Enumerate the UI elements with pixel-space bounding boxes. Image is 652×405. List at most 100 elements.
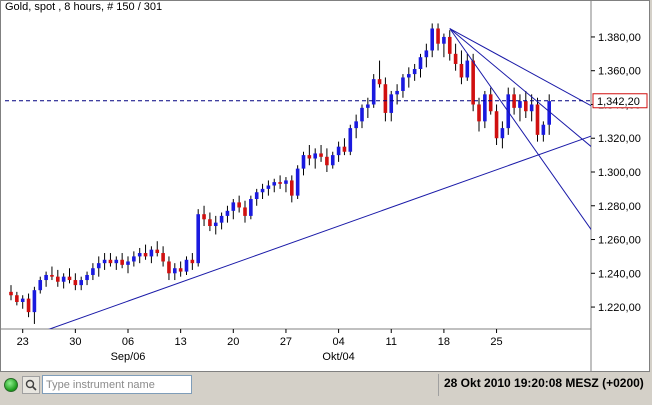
status-bar: 28 Okt 2010 19:20:08 MESZ (+0200): [0, 372, 652, 405]
candle-up: [114, 259, 119, 264]
candle-up: [173, 268, 177, 274]
candle-down: [524, 101, 528, 112]
candle-down: [73, 280, 78, 286]
candle-up: [284, 180, 288, 184]
candle-down: [307, 155, 312, 159]
candle-down: [178, 268, 183, 272]
candle-up: [401, 77, 405, 91]
trendline[interactable]: [40, 128, 613, 332]
x-tick-label: 13: [175, 336, 187, 348]
x-tick-label: 06: [122, 336, 134, 348]
candle-down: [202, 214, 206, 220]
candle-up: [231, 202, 236, 211]
candle-up: [301, 155, 306, 169]
y-tick-label: 1.220,00: [598, 302, 641, 314]
candle-up: [38, 280, 43, 291]
candle-down: [67, 276, 72, 281]
candle-up: [430, 28, 434, 51]
candle-down: [56, 276, 60, 282]
instrument-search-input[interactable]: [42, 375, 192, 394]
candle-up: [541, 124, 546, 135]
candle-down: [143, 253, 148, 257]
current-price-badge: [592, 93, 648, 109]
candle-up: [518, 101, 522, 108]
y-tick-label: 1.280,00: [598, 201, 641, 213]
candle-down: [494, 111, 499, 139]
candle-up: [225, 210, 230, 216]
candle-up: [249, 199, 253, 216]
candle-up: [137, 253, 142, 257]
candle-up: [354, 121, 358, 129]
candle-up: [184, 259, 189, 272]
candle-down: [459, 63, 464, 78]
candle-down: [167, 261, 171, 274]
candle-up: [336, 146, 341, 156]
candle-up: [149, 249, 154, 257]
trendline[interactable]: [449, 28, 614, 262]
candle-down: [512, 94, 516, 108]
candle-down: [453, 53, 458, 64]
candle-down: [120, 259, 124, 265]
candle-down: [290, 180, 294, 196]
x-tick-label: 23: [17, 336, 29, 348]
candle-up: [196, 214, 200, 264]
candle-up: [91, 268, 95, 275]
candle-down: [471, 60, 475, 105]
candle-down: [319, 153, 323, 157]
candle-up: [395, 90, 399, 95]
candle-up: [126, 261, 130, 265]
candle-up: [20, 298, 25, 302]
candle-up: [79, 280, 83, 286]
candle-down: [535, 104, 540, 135]
candle-down: [436, 28, 440, 44]
candle-down: [325, 156, 329, 166]
trendline[interactable]: [449, 28, 614, 166]
candle-down: [383, 84, 388, 113]
price-chart[interactable]: 1.220,00 1.240,00 1.260,00 1.280,00 1.300,00…: [1, 1, 651, 373]
y-tick-label: 1.240,00: [598, 268, 641, 280]
candle-up: [44, 274, 48, 281]
candle-up: [547, 101, 551, 125]
candle-up: [424, 50, 429, 58]
candle-down: [342, 146, 347, 152]
candles-group: [9, 23, 614, 332]
candle-up: [442, 36, 446, 44]
candle-up: [272, 182, 277, 186]
candle-up: [407, 74, 411, 78]
candle-up: [213, 222, 218, 227]
candle-up: [500, 128, 505, 139]
status-separator: [438, 374, 439, 396]
x-tick-label: 20: [227, 336, 239, 348]
candle-up: [132, 256, 136, 262]
current-price-label: 1,342,20: [597, 96, 640, 108]
chart-title: Gold, spot , 8 hours, # 150 / 301: [5, 1, 163, 13]
x-tick-label: 11: [386, 336, 397, 348]
chart-window[interactable]: Gold, spot , 8 hours, # 150 / 301 1.220,…: [0, 0, 651, 373]
connection-status-icon: [4, 378, 18, 392]
candle-up: [418, 57, 423, 70]
y-tick-label: 1.360,00: [598, 66, 641, 78]
candle-down: [155, 249, 160, 254]
candle-down: [161, 253, 165, 262]
x-tick-label: 30: [69, 336, 81, 348]
candle-down: [50, 274, 54, 277]
y-tick-label: 1.300,00: [598, 167, 641, 179]
search-icon: [25, 379, 37, 391]
candle-down: [26, 298, 31, 313]
candle-up: [96, 263, 101, 269]
candle-up: [85, 274, 89, 281]
candle-up: [254, 192, 259, 200]
candle-up: [483, 94, 487, 122]
candle-up: [313, 153, 317, 159]
search-button[interactable]: [22, 376, 40, 394]
candle-up: [371, 79, 376, 105]
candle-down: [9, 291, 13, 296]
candle-down: [108, 259, 113, 264]
y-tick-label: 1.320,00: [598, 133, 641, 145]
trendline[interactable]: [449, 28, 614, 118]
candle-up: [219, 215, 224, 223]
candle-down: [477, 104, 481, 122]
candle-up: [260, 188, 265, 193]
candle-up: [32, 290, 37, 313]
candle-up: [360, 107, 364, 122]
